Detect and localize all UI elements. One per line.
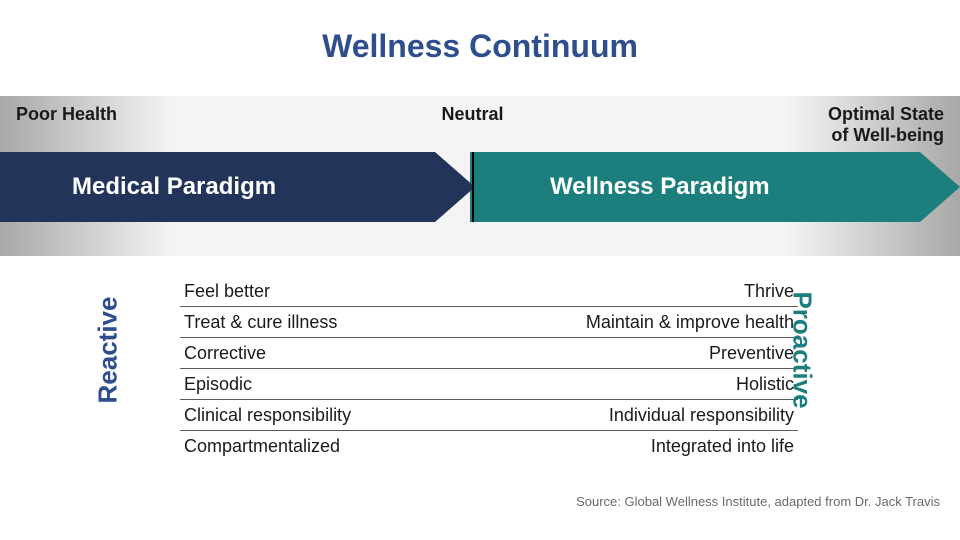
table-row: Episodic Holistic (180, 368, 798, 399)
reactive-trait: Treat & cure illness (184, 312, 337, 333)
table-row: Corrective Preventive (180, 337, 798, 368)
table-row: Treat & cure illness Maintain & improve h… (180, 306, 798, 337)
wellness-continuum-slide: { "title": { "text": "Wellness Continuum… (0, 0, 960, 540)
continuum-divider (472, 152, 474, 222)
table-row: Compartmentalized Integrated into life (180, 430, 798, 461)
medical-paradigm-label: Medical Paradigm (72, 152, 276, 222)
comparison-table: Feel betterThrive Treat & cure illness Mai… (180, 276, 798, 461)
side-label-reactive: Reactive (93, 297, 124, 404)
paradigm-arrows: Wellness Paradigm Medical Paradigm (0, 152, 960, 222)
label-poor-health: Poor Health (16, 104, 117, 125)
proactive-trait: Integrated into life (651, 436, 794, 457)
wellness-paradigm-label: Wellness Paradigm (550, 152, 770, 222)
medical-paradigm-arrow: Medical Paradigm (0, 152, 475, 222)
proactive-trait: Holistic (736, 374, 794, 395)
page-title: Wellness Continuum (0, 28, 960, 65)
source-attribution: Source: Global Wellness Institute, adapt… (576, 494, 940, 509)
reactive-trait: Corrective (184, 343, 266, 364)
proactive-trait: Preventive (709, 343, 794, 364)
continuum-labels: Poor Health Neutral Optimal State of Wel… (0, 100, 960, 145)
proactive-trait: Maintain & improve health (586, 312, 794, 333)
wellness-paradigm-arrow: Wellness Paradigm (470, 152, 960, 222)
wellness-arrow-head (920, 152, 960, 222)
label-optimal: Optimal State of Well-being (828, 104, 944, 145)
side-label-proactive: Proactive (787, 291, 818, 408)
reactive-trait: Compartmentalized (184, 436, 340, 457)
reactive-trait: Episodic (184, 374, 252, 395)
table-row: Feel betterThrive (180, 276, 798, 306)
table-row: Clinical responsibility Individual respon… (180, 399, 798, 430)
medical-arrow-head (435, 152, 475, 222)
label-neutral: Neutral (441, 104, 503, 125)
reactive-trait: Feel better (184, 281, 270, 302)
reactive-trait: Clinical responsibility (184, 405, 351, 426)
proactive-trait: Individual responsibility (609, 405, 794, 426)
